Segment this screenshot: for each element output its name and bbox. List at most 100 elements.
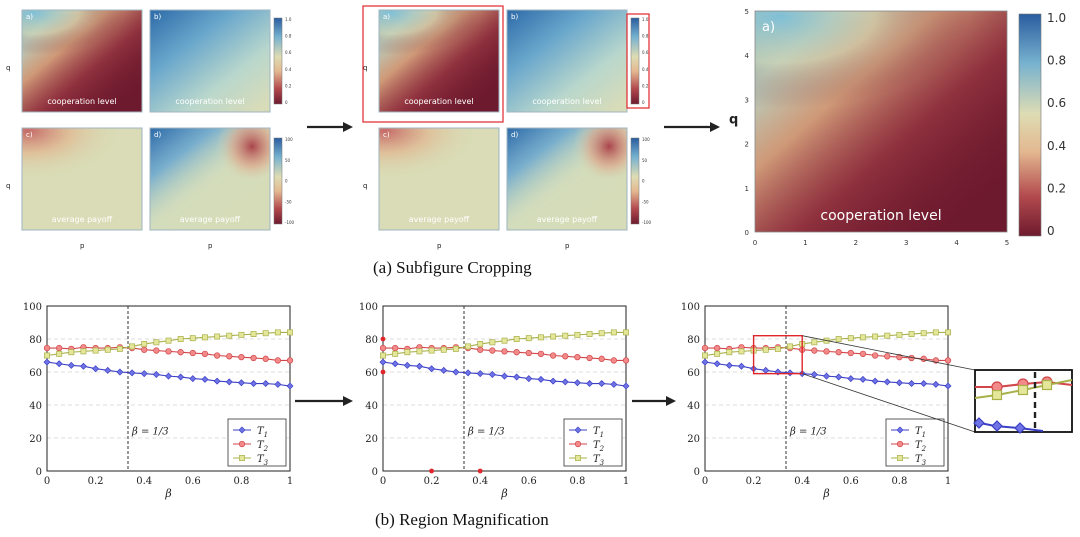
- x-tick-label: 0.2: [424, 476, 440, 487]
- heatmap-x-label: p: [208, 242, 213, 250]
- series-T3-point: [44, 352, 50, 359]
- series-T1-point: [440, 366, 448, 374]
- series-T2-point: [201, 350, 209, 358]
- heatmap-panel-label: c): [26, 131, 33, 139]
- series-T3-point: [702, 352, 708, 359]
- cropped-x-tick: 1: [803, 239, 807, 247]
- colorbar-top-tick: 0.4: [285, 67, 292, 72]
- legend-label-subscript: 3: [922, 459, 927, 467]
- legend-marker: [574, 426, 582, 434]
- colorbar-top-tick: 0.8: [642, 34, 649, 39]
- series-T2-point: [562, 353, 569, 360]
- x-tick-label: 0.2: [88, 476, 104, 487]
- series-T1-point: [415, 362, 423, 370]
- heatmap-frame: [21, 9, 143, 113]
- series-T3-point: [787, 343, 794, 350]
- cropped-x-tick: 3: [904, 239, 908, 247]
- legend-label: T1: [915, 426, 926, 439]
- series-T1-point: [464, 369, 472, 377]
- legend-marker: [897, 455, 903, 461]
- beta-annotation: β = 1/3: [131, 427, 169, 438]
- magnified-inset: [973, 369, 1073, 434]
- series-T2-point: [141, 346, 148, 353]
- series-T2-point: [379, 344, 387, 352]
- series-T3-point: [489, 339, 496, 346]
- series-T1-point: [573, 379, 581, 387]
- heatmap-panel-label: b): [511, 13, 518, 21]
- y-tick-label: 60: [365, 368, 378, 379]
- series-T3-point: [896, 331, 903, 338]
- x-tick-label: 1: [623, 476, 629, 487]
- series-T2-point: [598, 355, 605, 362]
- series-T2-point: [213, 352, 221, 359]
- series-T1-point: [762, 366, 770, 374]
- series-T1-point: [944, 382, 952, 390]
- x-tick-label: 1: [945, 476, 951, 487]
- series-T1-point: [428, 365, 436, 373]
- series-T3-point: [586, 331, 593, 338]
- series-T1-point: [932, 380, 940, 388]
- colorbar-bottom-tick: 50: [642, 158, 648, 163]
- series-T2-point: [525, 349, 532, 357]
- legend-marker: [575, 455, 581, 461]
- x-tick-label: 1: [287, 476, 293, 487]
- series-T1-point: [835, 373, 843, 381]
- arrow-top-2: [664, 122, 720, 132]
- heatmap-y-label: q: [363, 64, 367, 72]
- series-T1-point: [225, 378, 233, 386]
- series-T1-point: [391, 360, 399, 368]
- cropped-y-tick: 5: [745, 8, 749, 16]
- colorbar-bottom: [273, 137, 283, 225]
- inset-T3-point: [1041, 379, 1053, 391]
- x-tick-label: 0: [380, 476, 386, 487]
- series-T2-point: [238, 354, 245, 361]
- series-T2-point: [489, 347, 496, 354]
- crop-frame-panel: [362, 5, 504, 123]
- series-T1-point: [403, 361, 411, 369]
- cropped-colorbar-tick: 0.8: [1047, 54, 1066, 68]
- cropped-heatmap-glow: [755, 11, 1007, 133]
- heatmap-y-label: q: [363, 182, 367, 190]
- heatmap-c-glow: [22, 128, 142, 190]
- series-T2-point: [896, 354, 903, 361]
- series-T3-point: [404, 349, 411, 356]
- series-T3-point: [945, 329, 951, 336]
- legend-label-subscript: 3: [600, 459, 605, 467]
- colorbar-top-tick: 0.6: [642, 50, 649, 55]
- series-T1-point: [549, 377, 557, 385]
- heatmap-panel-label: b): [154, 13, 161, 21]
- magnify-connector: [802, 335, 976, 371]
- legend-label: T1: [593, 426, 604, 439]
- cropped-colorbar-tick: 0: [1047, 224, 1055, 238]
- x-axis-label: β: [822, 487, 829, 500]
- colorbar-top-tick: 0: [642, 100, 645, 105]
- arrow-bottom-2: [632, 396, 676, 406]
- heatmap-frame: [378, 9, 500, 113]
- magnify-region-box: [752, 335, 803, 375]
- legend-label-subscript: 1: [264, 431, 268, 439]
- series-T2-point: [513, 349, 520, 356]
- series-T1-point: [598, 380, 606, 388]
- series-T3-point: [274, 329, 281, 336]
- beta-annotation: β = 1/3: [789, 427, 827, 438]
- legend-label: T2: [915, 440, 927, 453]
- series-T3-point: [872, 333, 879, 340]
- legend-label: T3: [915, 454, 927, 467]
- series-T1-point: [67, 361, 75, 369]
- cropped-colorbar: [1018, 13, 1042, 237]
- cropped-colorbar-tick: 0.6: [1047, 96, 1066, 110]
- series-T3-point: [501, 337, 508, 344]
- heatmap-overlay-label: cooperation level: [47, 97, 116, 106]
- series-T3-point: [623, 329, 629, 336]
- series-T3-point: [920, 330, 927, 337]
- series-T3-point: [774, 345, 781, 352]
- series-T3-point: [428, 347, 435, 354]
- colorbar-bottom-tick: -100: [285, 220, 295, 225]
- series-T3-point: [859, 334, 866, 341]
- y-tick-label: 20: [365, 434, 378, 445]
- series-T2-point: [714, 344, 721, 352]
- arrow-bottom-1-head: [343, 396, 353, 406]
- beta-annotation: β = 1/3: [467, 427, 505, 438]
